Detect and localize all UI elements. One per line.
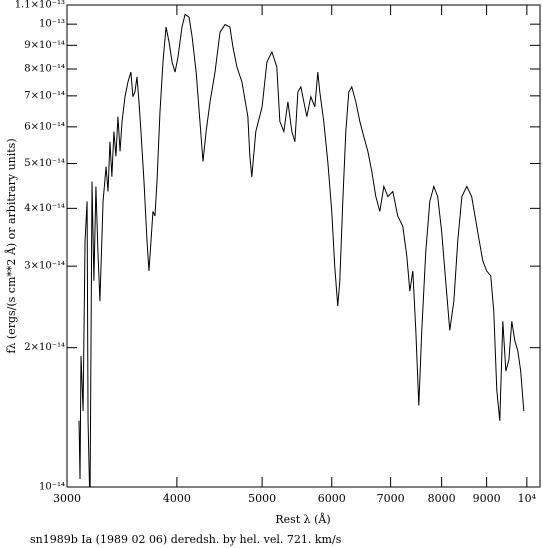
x-tick-label: 9000 [473,492,501,505]
plot-frame [66,4,541,488]
y-tick-label: 4×10⁻¹⁴ [24,203,65,214]
y-tick-label: 6×10⁻¹⁴ [24,121,65,132]
x-tick-label: 7000 [377,492,405,505]
x-tick-label: 3000 [53,492,81,505]
x-tick-label: 8000 [428,492,456,505]
y-axis-label: fλ (ergs/(s cm**2 Å) or arbitrary units) [4,138,18,353]
y-tick-label: 5×10⁻¹⁴ [24,158,65,169]
y-tick-label: 9×10⁻¹⁴ [24,40,65,51]
footer: sn1989b Ia (1989 02 06) deredsh. by hel.… [30,533,342,546]
y-tick-label: 10⁻¹³ [39,19,65,30]
y-tick-label: 10⁻¹⁴ [39,482,65,493]
y-tick-label: 3×10⁻¹⁴ [24,261,65,272]
y-tick-label: 7×10⁻¹⁴ [24,90,65,101]
y-tick-label: 1.1×10⁻¹³ [15,0,65,11]
x-tick-label: 6000 [318,492,346,505]
x-tick-label: 4000 [163,492,191,505]
y-tick-label: 2×10⁻¹⁴ [24,342,65,353]
x-axis-label: Rest λ (Å) [275,512,330,526]
spectrum-line [78,13,525,487]
x-tick-label: 5000 [248,492,276,505]
x-tick-label: 10⁴ [518,492,537,505]
y-tick-label: 8×10⁻¹⁴ [24,64,65,75]
